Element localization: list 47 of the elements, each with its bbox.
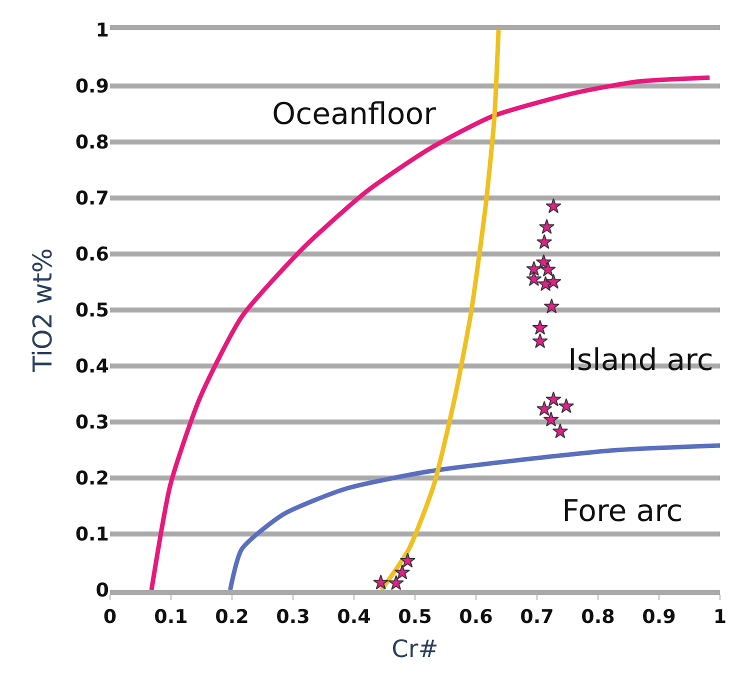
x-tick-label: 0.5	[398, 606, 432, 628]
point	[544, 298, 560, 314]
y-tick-label: 0	[96, 580, 109, 602]
y-tick-label: 0.7	[75, 188, 109, 210]
y-tick-label: 0.4	[75, 356, 109, 378]
y-tick-label: 0.9	[75, 76, 109, 98]
point	[552, 423, 568, 438]
point	[536, 234, 552, 249]
y-tick-label: 1	[96, 20, 109, 42]
point	[526, 260, 542, 276]
y-tick-label: 0.3	[75, 412, 109, 434]
x-tick-label: 0.2	[215, 606, 249, 628]
line-series	[149, 75, 712, 590]
point	[538, 218, 555, 234]
x-tick-label: 0.7	[520, 606, 554, 628]
point	[546, 198, 562, 214]
point	[540, 261, 556, 276]
x-tick-label: 0.8	[581, 606, 615, 628]
y-tick-label: 0.8	[75, 132, 109, 154]
x-tick-label: 1	[713, 606, 727, 628]
y-axis-title: TiO2 wt%	[28, 248, 59, 373]
point	[400, 552, 416, 568]
point	[543, 412, 559, 426]
y-tick-label: 0.5	[75, 300, 109, 322]
x-tick-label: 0.6	[459, 606, 493, 628]
x-tick-label: 0.9	[642, 606, 676, 628]
annotation: Island arc	[568, 343, 714, 378]
y-tick-label: 0.6	[75, 244, 109, 266]
y-tick-label: 0.2	[75, 468, 109, 490]
annotation: Oceanfloor	[272, 97, 437, 132]
point	[526, 271, 542, 286]
point	[546, 274, 562, 289]
point	[536, 400, 552, 416]
point	[546, 391, 562, 406]
point	[558, 398, 574, 414]
point	[388, 575, 404, 590]
point	[532, 333, 548, 348]
point	[532, 320, 548, 335]
line-series	[228, 443, 720, 590]
x-tick-label: 0.3	[276, 606, 310, 628]
x-tick-label: 0.1	[154, 606, 188, 628]
annotation: Fore arc	[562, 494, 683, 529]
x-tick-label: 0.4	[337, 606, 371, 628]
y-tick-label: 0.1	[75, 524, 109, 546]
point	[394, 564, 410, 580]
point	[373, 574, 389, 590]
x-axis-title: Cr#	[392, 635, 438, 664]
